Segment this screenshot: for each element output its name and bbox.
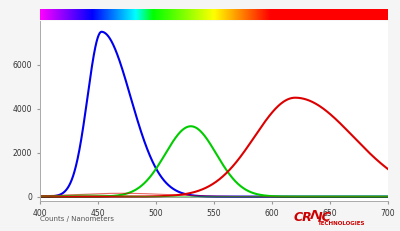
Text: Λ: Λ (310, 210, 320, 222)
Text: CR: CR (294, 211, 313, 224)
Text: Counts / Nanometers: Counts / Nanometers (40, 216, 114, 222)
Text: IC: IC (318, 211, 332, 224)
Text: TECHNOLOGIES: TECHNOLOGIES (318, 221, 366, 226)
